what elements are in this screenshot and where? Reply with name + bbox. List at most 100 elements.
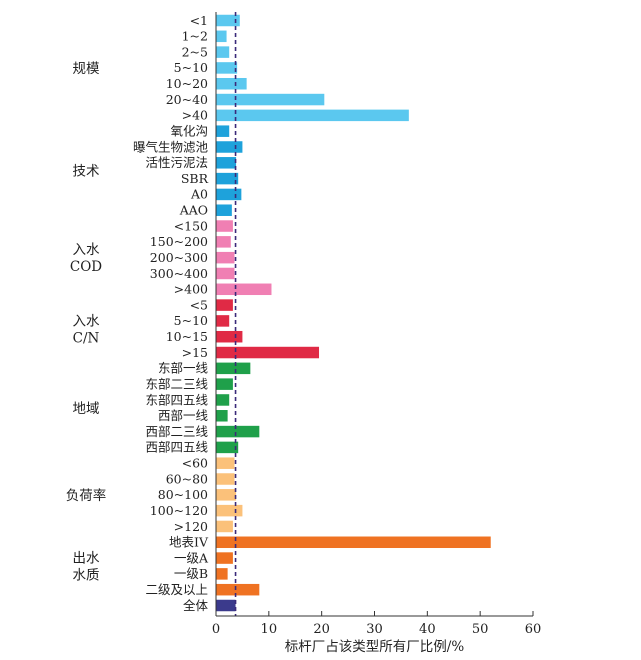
category-label: 200~300 xyxy=(150,250,208,265)
group-label: 地域 xyxy=(73,401,100,417)
x-tick-label: 40 xyxy=(419,622,436,637)
group-label: 入水 xyxy=(73,313,100,329)
group-label: 水质 xyxy=(73,567,100,583)
bar xyxy=(216,599,236,612)
bar xyxy=(216,552,233,564)
category-label: 东部四五线 xyxy=(145,392,208,407)
x-axis-title: 标杆厂占该类型所有厂比例/% xyxy=(285,639,465,655)
category-label: 地表IV xyxy=(169,535,209,550)
bar xyxy=(216,299,233,311)
category-label: 150~200 xyxy=(150,234,208,249)
bar xyxy=(216,204,232,216)
bar xyxy=(216,583,260,596)
bar xyxy=(216,473,235,485)
bar xyxy=(216,46,230,58)
group-label: COD xyxy=(70,259,102,275)
category-label: 1~2 xyxy=(182,29,208,44)
category-label: 西部一线 xyxy=(158,408,209,423)
bar xyxy=(216,157,237,169)
category-label: >120 xyxy=(174,519,208,534)
bar xyxy=(216,62,238,74)
category-label: >400 xyxy=(174,282,208,297)
bar xyxy=(216,362,251,375)
bar xyxy=(216,14,240,27)
bar xyxy=(216,236,231,248)
bar xyxy=(216,504,243,517)
bars xyxy=(216,14,491,612)
x-tick-label: 0 xyxy=(212,622,220,637)
category-label: 10~20 xyxy=(166,76,208,91)
bar xyxy=(216,109,409,122)
category-label: 10~15 xyxy=(166,329,208,344)
bar xyxy=(216,394,230,406)
bar xyxy=(216,30,227,43)
bar xyxy=(216,267,235,280)
x-tick-label: 30 xyxy=(366,622,383,637)
category-label: 一级B xyxy=(174,566,208,581)
bar xyxy=(216,77,247,90)
bar xyxy=(216,520,233,533)
category-label: >40 xyxy=(182,108,208,123)
group-label: 出水 xyxy=(73,550,100,566)
group-label: 负荷率 xyxy=(66,487,107,504)
x-tick-label: 60 xyxy=(525,622,542,637)
group-label: C/N xyxy=(73,330,100,346)
bar xyxy=(216,457,235,469)
x-axis: 0 10 20 30 40 50 60 xyxy=(212,12,541,637)
category-label: 西部四五线 xyxy=(145,440,208,455)
bar xyxy=(216,251,235,264)
category-label: 二级及以上 xyxy=(145,582,208,597)
group-label: 规模 xyxy=(73,61,100,77)
group-label: 入水 xyxy=(73,242,100,258)
category-label: 100~120 xyxy=(150,503,208,518)
bar xyxy=(216,410,228,422)
category-label: 5~10 xyxy=(174,313,208,328)
category-label: 活性污泥法 xyxy=(145,155,208,170)
bar xyxy=(216,330,243,343)
category-label: 60~80 xyxy=(166,471,208,486)
category-label: >15 xyxy=(182,345,208,360)
category-label: 东部二三线 xyxy=(145,376,208,391)
bar xyxy=(216,425,260,438)
bar xyxy=(216,141,243,153)
group-label: 技术 xyxy=(73,164,100,180)
bar xyxy=(216,568,228,580)
category-label: <150 xyxy=(174,218,208,233)
bar xyxy=(216,536,491,549)
category-labels: <11~22~55~1010~2020~40>40氧化沟曝气生物滤池活性污泥法S… xyxy=(133,13,209,613)
bar xyxy=(216,172,239,185)
category-label: SBR xyxy=(181,171,209,186)
category-label: 300~400 xyxy=(150,266,208,281)
category-label: 氧化沟 xyxy=(170,123,208,138)
category-label: 20~40 xyxy=(166,92,208,107)
category-label: <5 xyxy=(190,297,208,312)
category-label: 5~10 xyxy=(174,60,208,75)
category-label: A0 xyxy=(190,187,208,202)
x-tick-label: 50 xyxy=(472,622,489,637)
category-label: 2~5 xyxy=(182,44,208,59)
bar xyxy=(216,283,272,296)
bar xyxy=(216,93,325,106)
x-tick-label: 10 xyxy=(261,622,278,637)
category-label: <1 xyxy=(190,13,208,28)
bar xyxy=(216,315,230,327)
bar xyxy=(216,188,242,201)
bar xyxy=(216,346,320,359)
bar xyxy=(216,125,230,137)
bar xyxy=(216,220,233,232)
category-label: 东部一线 xyxy=(158,361,209,376)
bar xyxy=(216,378,233,390)
category-label: <60 xyxy=(182,456,208,471)
category-label: 80~100 xyxy=(158,487,208,502)
category-label: 曝气生物滤池 xyxy=(133,139,209,154)
bar xyxy=(216,441,239,454)
category-label: 全体 xyxy=(183,598,209,613)
category-label: 西部二三线 xyxy=(145,424,208,439)
x-tick-label: 20 xyxy=(313,622,330,637)
category-label: 一级A xyxy=(174,550,209,565)
x-ticks: 0 10 20 30 40 50 60 xyxy=(212,611,541,637)
category-label: AAO xyxy=(179,203,208,218)
bar xyxy=(216,489,237,501)
